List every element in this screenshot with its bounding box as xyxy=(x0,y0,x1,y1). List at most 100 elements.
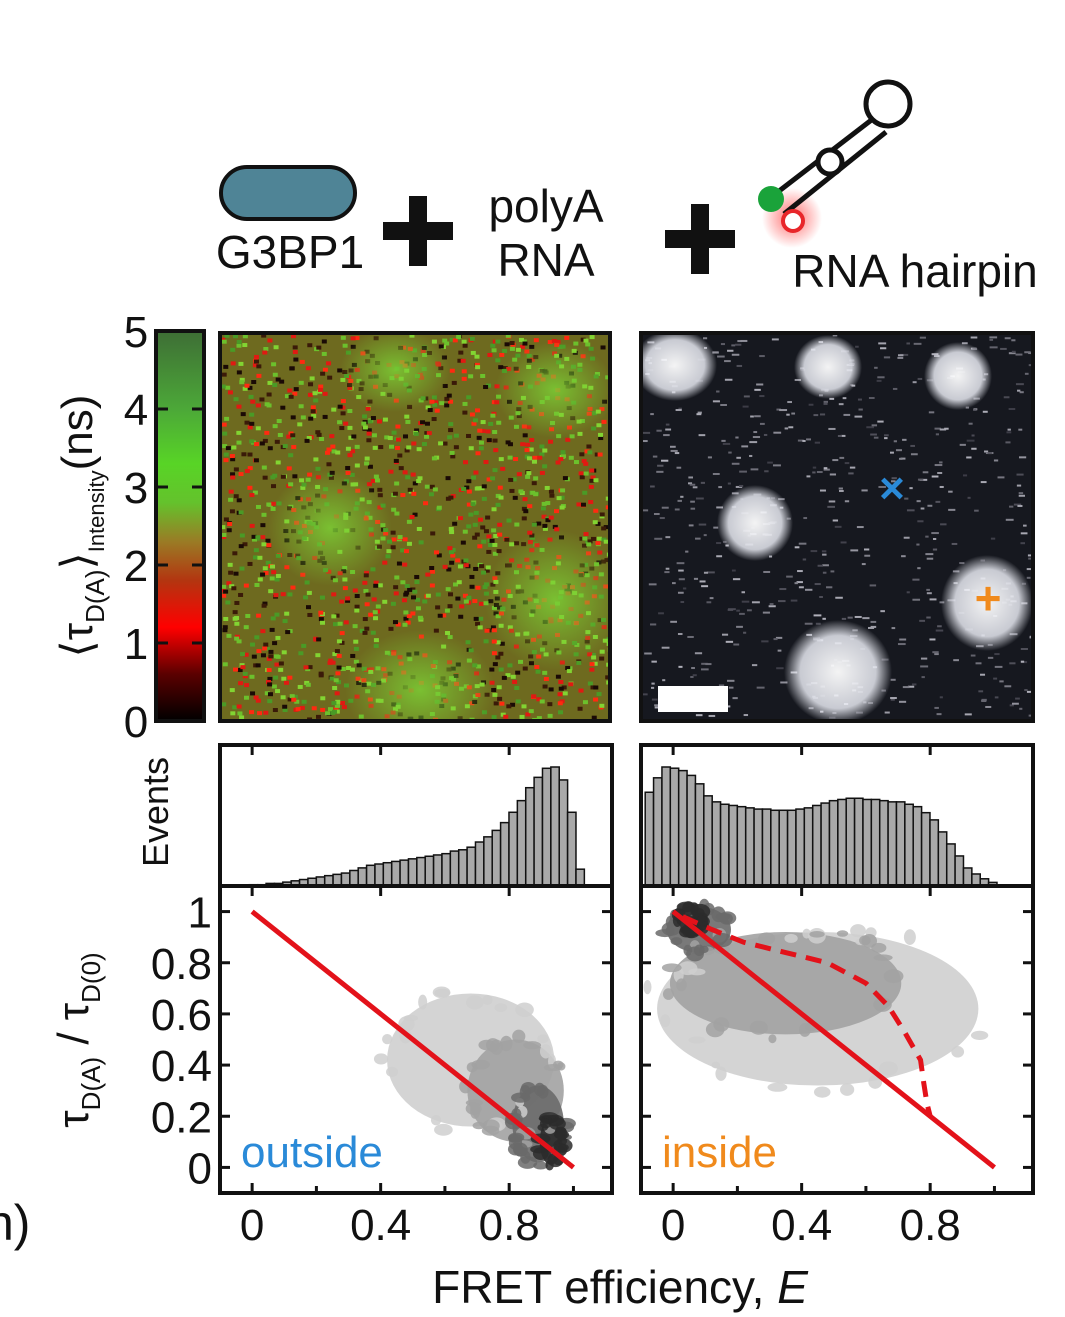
histogram-bar xyxy=(432,854,443,887)
density-speckle xyxy=(873,997,892,1012)
density-speckle xyxy=(539,1118,552,1129)
histogram-bar xyxy=(820,802,831,887)
histogram-bar xyxy=(541,767,552,887)
droplet xyxy=(794,335,862,399)
histogram-ylabel: Events xyxy=(135,757,176,867)
header: G3BP1 polyA RNA RNA hairpin xyxy=(216,79,1038,297)
histogram-bar xyxy=(711,801,722,887)
density-speckle xyxy=(661,963,682,973)
histogram-bar xyxy=(837,798,847,887)
histogram-bar xyxy=(357,867,368,887)
histogram-bar xyxy=(457,849,468,887)
histogram-bar xyxy=(937,831,948,887)
density-speckle xyxy=(799,1022,811,1037)
density-speckle xyxy=(537,1084,549,1099)
x-tick-label: 0.8 xyxy=(479,1201,540,1250)
histogram-bar xyxy=(753,808,764,887)
histogram-right xyxy=(639,743,1035,888)
y-tick-label: 0.2 xyxy=(151,1093,212,1142)
histogram-bar xyxy=(744,807,755,887)
colorbar-label-sub-da: D(A) xyxy=(80,569,110,622)
plus-icon xyxy=(665,204,735,274)
density-speckle xyxy=(515,1002,534,1017)
density-speckle xyxy=(699,945,709,954)
colorbar-tick-label: 3 xyxy=(124,464,148,513)
density-speckle xyxy=(418,994,428,1010)
histogram-bar xyxy=(719,803,730,887)
density-speckle xyxy=(472,1121,486,1130)
density-speckle xyxy=(678,961,698,976)
density-speckle xyxy=(471,1059,490,1070)
histogram-bar xyxy=(390,860,401,887)
density-speckle xyxy=(688,1036,706,1044)
histogram-bar xyxy=(929,819,940,887)
histogram-bar xyxy=(845,797,856,887)
ylabel-slash: / τ xyxy=(49,1002,98,1057)
density-speckle xyxy=(465,1102,482,1115)
y-tick-label: 1 xyxy=(188,889,212,938)
ylabel-tau: τ xyxy=(49,1110,98,1128)
droplet xyxy=(717,485,793,561)
histogram-bar xyxy=(382,861,393,887)
density-speckle xyxy=(784,933,798,943)
density-speckle xyxy=(873,954,893,961)
x-tick-label: 0.8 xyxy=(900,1201,961,1250)
density-speckle xyxy=(686,946,704,962)
x-axis-label: FRET efficiency, E xyxy=(432,1261,809,1313)
density-speckle xyxy=(690,903,711,919)
scale-bar xyxy=(658,686,728,712)
histogram-bar xyxy=(945,843,956,887)
density-speckle xyxy=(482,994,493,1005)
histogram-bar xyxy=(853,797,864,887)
inside-label: inside xyxy=(662,1128,777,1177)
histogram-bar xyxy=(566,811,577,887)
histogram-bar xyxy=(677,769,688,887)
density-speckle xyxy=(520,1081,536,1095)
density-speckle xyxy=(512,1142,528,1157)
histogram-bar xyxy=(895,801,906,887)
histogram-bar xyxy=(870,798,881,887)
histogram-bar xyxy=(912,805,923,887)
colorbar-tick-label: 0 xyxy=(124,698,148,747)
density-speckle xyxy=(840,1083,855,1096)
x-tick-label: 0 xyxy=(661,1201,685,1250)
histogram-bar xyxy=(652,777,663,887)
intensity-image: × + xyxy=(639,331,1035,723)
colorbar: 0 1 2 3 4 5 ⟨τD(A)⟩Intensity(ns) xyxy=(53,308,206,747)
static-fret-line xyxy=(250,909,575,1170)
histogram-bar xyxy=(920,811,931,887)
colorbar-ticks: 0 1 2 3 4 5 xyxy=(124,308,204,747)
histogram-bar xyxy=(449,850,460,887)
density-speckle xyxy=(670,937,683,946)
g3bp1-label: G3BP1 xyxy=(216,226,364,278)
ylabel-da: D(A) xyxy=(76,1057,106,1110)
density-speckle xyxy=(548,1117,566,1130)
xlabel-italic: E xyxy=(777,1261,809,1313)
polya-label-line1: polyA xyxy=(488,180,603,232)
density-speckle xyxy=(660,1014,671,1028)
histogram-bar xyxy=(887,801,898,887)
histogram-bar xyxy=(694,783,705,887)
histogram-bar xyxy=(828,799,839,887)
density-speckle xyxy=(508,1132,525,1143)
density-speckle xyxy=(466,995,484,1010)
histogram-bar xyxy=(703,795,713,887)
colorbar-tick-label: 5 xyxy=(124,308,148,357)
histogram-bar xyxy=(736,805,747,887)
density-speckle xyxy=(553,1143,569,1152)
histogram-bar xyxy=(778,809,789,887)
histogram-bar xyxy=(399,859,410,887)
density-speckle xyxy=(879,1061,898,1076)
histogram-bar xyxy=(575,868,586,887)
histogram-bar xyxy=(533,776,544,887)
histogram-bar xyxy=(524,786,535,887)
histogram-bar xyxy=(508,811,519,887)
histogram-bar xyxy=(550,766,560,887)
histogram-bar xyxy=(962,867,973,887)
axis-ticks: 0 0.4 0.8 0 0.4 0.810.80.60.40.20 xyxy=(151,745,1033,1250)
histogram-bar xyxy=(644,791,655,887)
y-tick-label: 0.4 xyxy=(151,1042,212,1091)
density-speckle xyxy=(478,1039,496,1051)
density-speckle xyxy=(697,915,707,923)
histogram-bar xyxy=(669,767,680,887)
